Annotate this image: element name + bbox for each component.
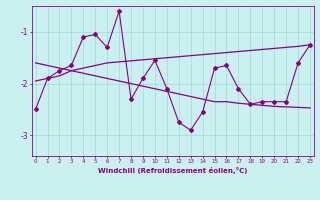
X-axis label: Windchill (Refroidissement éolien,°C): Windchill (Refroidissement éolien,°C) (98, 167, 247, 174)
